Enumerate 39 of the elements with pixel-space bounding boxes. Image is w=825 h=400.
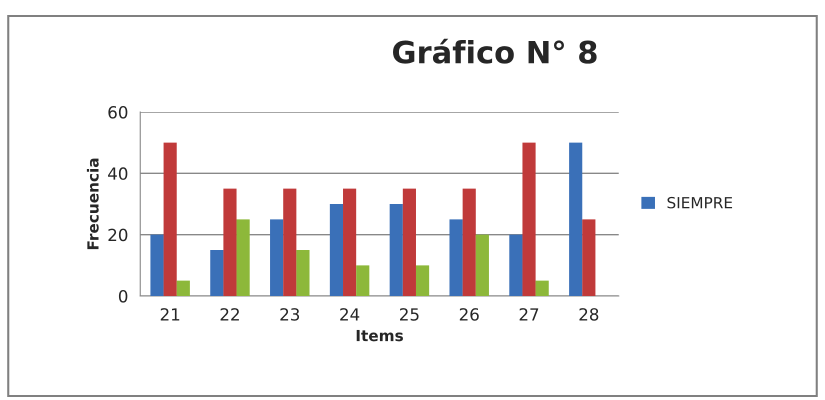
y-tick-label: 60 [108, 106, 128, 119]
bar [536, 280, 549, 296]
x-tick-label: 26 [460, 308, 479, 321]
legend-label: SIEMPRE [668, 196, 732, 208]
x-axis-title: Items [356, 330, 403, 342]
bar [270, 219, 284, 296]
bar [330, 204, 344, 296]
x-tick-label: 22 [220, 308, 239, 320]
bar [236, 219, 250, 296]
bar [283, 188, 296, 296]
bar [176, 280, 190, 296]
y-tick-label: 20 [108, 228, 128, 242]
x-tick-label: 21 [160, 308, 180, 320]
bar [462, 188, 476, 296]
y-tick-label: 0 [118, 290, 128, 303]
bar [223, 188, 237, 296]
bar [164, 142, 177, 296]
bar [356, 265, 370, 296]
x-tick-label: 25 [400, 308, 419, 321]
bar [416, 265, 430, 296]
x-tick-label: 27 [520, 308, 538, 320]
x-tick-label: 24 [340, 308, 360, 320]
bar [402, 188, 416, 296]
bar [509, 234, 522, 296]
y-axis-title: Frecuencia [86, 158, 99, 250]
bar [449, 219, 463, 296]
chart-title: Gráfico N° 8 [393, 38, 597, 64]
bar [522, 142, 536, 296]
bar [476, 234, 489, 296]
bar [296, 250, 310, 296]
bar [582, 219, 596, 296]
bar [210, 250, 224, 296]
bar [150, 234, 164, 296]
y-tick-label: 40 [108, 167, 128, 180]
x-tick-label: 28 [579, 308, 598, 321]
x-tick-label: 23 [280, 308, 300, 321]
bar [343, 188, 356, 296]
bar [390, 204, 403, 296]
bar [569, 142, 582, 296]
